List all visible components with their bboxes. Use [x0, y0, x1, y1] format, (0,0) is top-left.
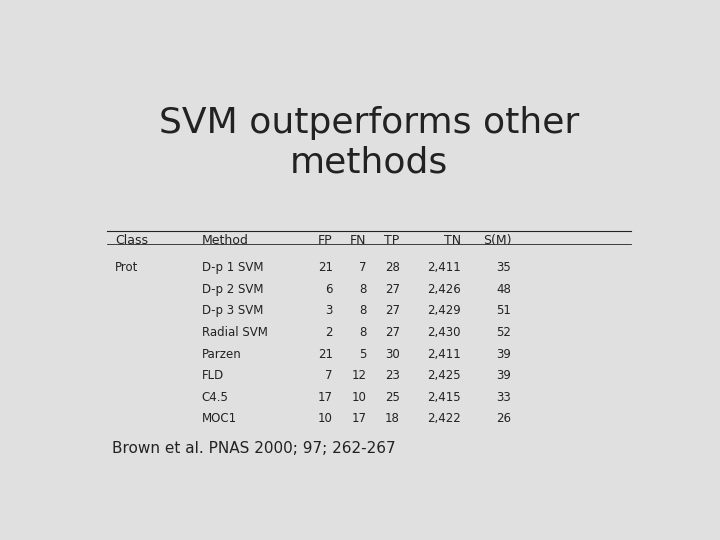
Text: 27: 27	[384, 305, 400, 318]
Text: 51: 51	[496, 305, 511, 318]
Text: 10: 10	[318, 413, 333, 426]
Text: 8: 8	[359, 282, 366, 296]
Text: 2: 2	[325, 326, 333, 339]
Text: 2,425: 2,425	[428, 369, 461, 382]
Text: FP: FP	[318, 234, 333, 247]
Text: C4.5: C4.5	[202, 391, 228, 404]
Text: 7: 7	[325, 369, 333, 382]
Text: 2,430: 2,430	[428, 326, 461, 339]
Text: 39: 39	[496, 369, 511, 382]
Text: 28: 28	[384, 261, 400, 274]
Text: 8: 8	[359, 326, 366, 339]
Text: 35: 35	[497, 261, 511, 274]
Text: FN: FN	[350, 234, 366, 247]
Text: 2,429: 2,429	[428, 305, 461, 318]
Text: D-p 3 SVM: D-p 3 SVM	[202, 305, 263, 318]
Text: 23: 23	[384, 369, 400, 382]
Text: 3: 3	[325, 305, 333, 318]
Text: Method: Method	[202, 234, 248, 247]
Text: 26: 26	[496, 413, 511, 426]
Text: 2,411: 2,411	[428, 261, 461, 274]
Text: 21: 21	[318, 348, 333, 361]
Text: 39: 39	[496, 348, 511, 361]
Text: S(M): S(M)	[483, 234, 511, 247]
Text: Brown et al. PNAS 2000; 97; 262-267: Brown et al. PNAS 2000; 97; 262-267	[112, 441, 396, 456]
Text: D-p 1 SVM: D-p 1 SVM	[202, 261, 263, 274]
Text: TP: TP	[384, 234, 400, 247]
Text: 18: 18	[384, 413, 400, 426]
Text: SVM outperforms other
methods: SVM outperforms other methods	[159, 106, 579, 180]
Text: 25: 25	[384, 391, 400, 404]
Text: Prot: Prot	[115, 261, 138, 274]
Text: 33: 33	[497, 391, 511, 404]
Text: FLD: FLD	[202, 369, 224, 382]
Text: 30: 30	[385, 348, 400, 361]
Text: 2,411: 2,411	[428, 348, 461, 361]
Text: 10: 10	[351, 391, 366, 404]
Text: 17: 17	[318, 391, 333, 404]
Text: 52: 52	[496, 326, 511, 339]
Text: TN: TN	[444, 234, 461, 247]
Text: 17: 17	[351, 413, 366, 426]
Text: 5: 5	[359, 348, 366, 361]
Text: 7: 7	[359, 261, 366, 274]
Text: 21: 21	[318, 261, 333, 274]
Text: Class: Class	[115, 234, 148, 247]
Text: 2,426: 2,426	[428, 282, 461, 296]
Text: 2,422: 2,422	[428, 413, 461, 426]
Text: 2,415: 2,415	[428, 391, 461, 404]
Text: 6: 6	[325, 282, 333, 296]
Text: 12: 12	[351, 369, 366, 382]
Text: Parzen: Parzen	[202, 348, 241, 361]
Text: 27: 27	[384, 326, 400, 339]
Text: 48: 48	[496, 282, 511, 296]
Text: 8: 8	[359, 305, 366, 318]
Text: Radial SVM: Radial SVM	[202, 326, 267, 339]
Text: MOC1: MOC1	[202, 413, 237, 426]
Text: 27: 27	[384, 282, 400, 296]
Text: D-p 2 SVM: D-p 2 SVM	[202, 282, 263, 296]
